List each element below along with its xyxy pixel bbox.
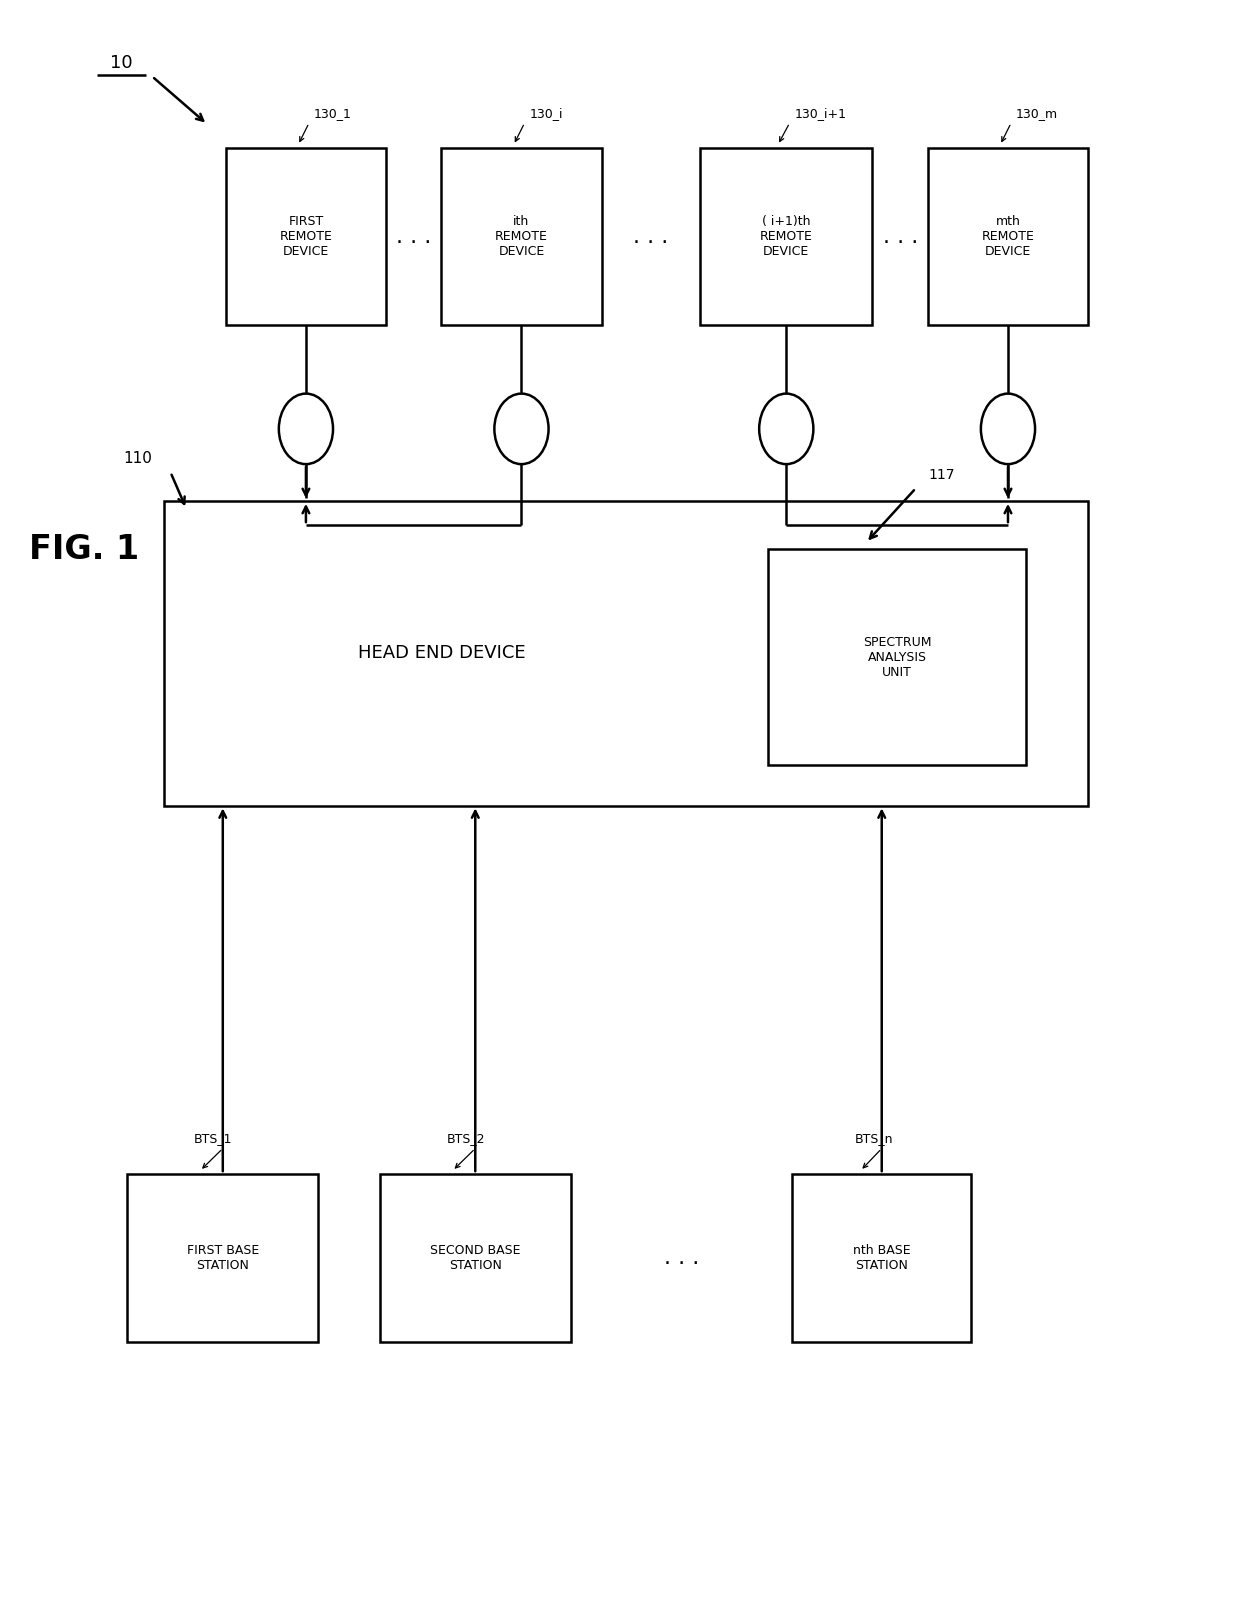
Circle shape bbox=[759, 393, 813, 464]
FancyBboxPatch shape bbox=[701, 148, 873, 325]
Text: SPECTRUM
ANALYSIS
UNIT: SPECTRUM ANALYSIS UNIT bbox=[863, 636, 931, 678]
Text: nth BASE
STATION: nth BASE STATION bbox=[853, 1244, 910, 1273]
Text: FIRST
REMOTE
DEVICE: FIRST REMOTE DEVICE bbox=[279, 214, 332, 258]
Text: 130_m: 130_m bbox=[1016, 106, 1058, 119]
Text: SECOND BASE
STATION: SECOND BASE STATION bbox=[430, 1244, 521, 1273]
FancyBboxPatch shape bbox=[792, 1174, 971, 1342]
FancyBboxPatch shape bbox=[379, 1174, 570, 1342]
FancyBboxPatch shape bbox=[928, 148, 1087, 325]
FancyBboxPatch shape bbox=[226, 148, 386, 325]
Circle shape bbox=[279, 393, 334, 464]
Circle shape bbox=[495, 393, 548, 464]
Text: . . .: . . . bbox=[634, 227, 668, 246]
Text: . . .: . . . bbox=[396, 227, 432, 246]
Text: . . .: . . . bbox=[663, 1249, 699, 1268]
Text: FIG. 1: FIG. 1 bbox=[30, 533, 139, 565]
FancyBboxPatch shape bbox=[128, 1174, 319, 1342]
Text: 130_i: 130_i bbox=[529, 106, 563, 119]
Text: 10: 10 bbox=[110, 55, 133, 72]
FancyBboxPatch shape bbox=[441, 148, 601, 325]
Text: 117: 117 bbox=[929, 467, 955, 482]
Text: . . .: . . . bbox=[883, 227, 918, 246]
Text: FIRST BASE
STATION: FIRST BASE STATION bbox=[187, 1244, 259, 1273]
Text: 130_i+1: 130_i+1 bbox=[795, 106, 847, 119]
Text: ( i+1)th
REMOTE
DEVICE: ( i+1)th REMOTE DEVICE bbox=[760, 214, 812, 258]
Text: HEAD END DEVICE: HEAD END DEVICE bbox=[357, 644, 526, 662]
Text: BTS_2: BTS_2 bbox=[446, 1133, 485, 1145]
Text: ith
REMOTE
DEVICE: ith REMOTE DEVICE bbox=[495, 214, 548, 258]
Text: BTS_1: BTS_1 bbox=[195, 1133, 233, 1145]
Text: BTS_n: BTS_n bbox=[854, 1133, 894, 1145]
FancyBboxPatch shape bbox=[768, 549, 1027, 765]
FancyBboxPatch shape bbox=[164, 501, 1087, 806]
Text: 110: 110 bbox=[123, 451, 153, 466]
Circle shape bbox=[981, 393, 1035, 464]
Text: 130_1: 130_1 bbox=[314, 106, 352, 119]
Text: mth
REMOTE
DEVICE: mth REMOTE DEVICE bbox=[982, 214, 1034, 258]
